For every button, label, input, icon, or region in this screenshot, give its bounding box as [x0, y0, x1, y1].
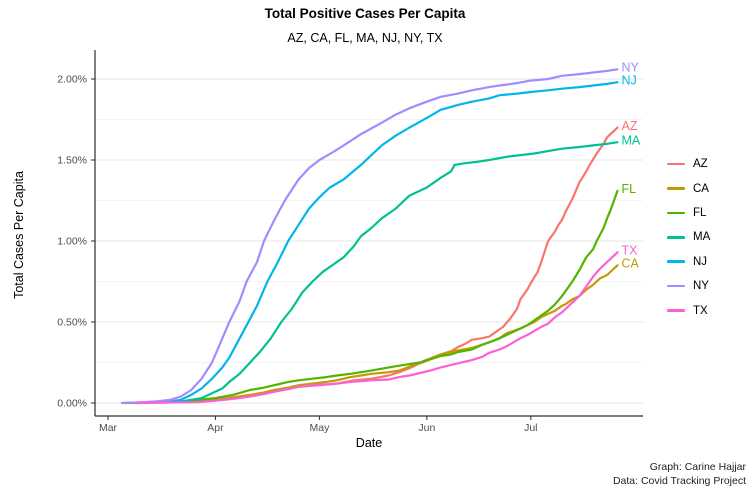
legend-label: AZ [693, 158, 708, 171]
legend-label: TX [693, 304, 708, 317]
y-tick-label: 0.50% [57, 317, 87, 329]
legend-entry-AZ: AZ [667, 152, 710, 176]
legend-entry-TX: TX [667, 298, 710, 322]
series-line-CA [124, 264, 619, 405]
legend-line-swatch [667, 211, 685, 215]
caption-author: Graph: Carine Hajjar [649, 461, 746, 473]
legend-line-swatch [667, 187, 685, 190]
y-tick-label: 1.00% [57, 236, 87, 248]
series-end-label-CA: CA [622, 257, 640, 271]
series-end-label-MA: MA [622, 133, 641, 147]
legend-entry-NJ: NJ [667, 250, 710, 274]
legend-line-swatch [667, 309, 685, 312]
legend-label: MA [693, 231, 711, 244]
legend-entry-FL: FL [667, 201, 710, 225]
series-line-FL [124, 189, 619, 405]
chart-subtitle: AZ, CA, FL, MA, NJ, NY, TX [287, 31, 443, 45]
legend-line-swatch [667, 236, 685, 239]
x-tick-label: May [309, 422, 330, 434]
y-tick-label: 2.00% [57, 74, 87, 86]
caption-source: Data: Covid Tracking Project [612, 475, 746, 487]
legend-line-swatch [667, 260, 685, 264]
series-end-label-TX: TX [622, 244, 639, 258]
series-end-label-FL: FL [622, 182, 637, 196]
x-tick-label: Apr [207, 422, 224, 434]
legend-label: NJ [693, 255, 708, 268]
caption: Graph: Carine Hajjar Data: Covid Trackin… [613, 460, 746, 488]
legend-line-swatch [667, 284, 685, 288]
legend-label: FL [693, 206, 707, 219]
legend-entry-NY: NY [667, 274, 710, 298]
series-line-AZ [141, 126, 619, 405]
series-line-NJ [127, 81, 619, 405]
x-tick-label: Jun [418, 422, 435, 434]
legend-label: NY [693, 280, 709, 293]
x-tick-label: Mar [99, 422, 118, 434]
legend-label: CA [693, 182, 709, 195]
legend: AZ CA FL MA NJ NY TX [667, 152, 710, 323]
x-tick-label: Jul [524, 422, 537, 434]
y-tick-label: 1.50% [57, 155, 87, 167]
series-line-NY [120, 68, 619, 405]
series-line-MA [134, 141, 619, 405]
legend-entry-CA: CA [667, 176, 710, 200]
chart-title: Total Positive Cases Per Capita [264, 6, 466, 21]
series-line-TX [134, 251, 619, 405]
series-end-label-NJ: NJ [622, 73, 637, 87]
x-axis-title: Date [355, 436, 383, 450]
series-end-label-AZ: AZ [622, 119, 638, 133]
legend-line-swatch [667, 162, 685, 166]
y-tick-label: 0.00% [57, 398, 87, 410]
legend-entry-MA: MA [667, 225, 710, 249]
series-end-label-NY: NY [622, 61, 640, 75]
